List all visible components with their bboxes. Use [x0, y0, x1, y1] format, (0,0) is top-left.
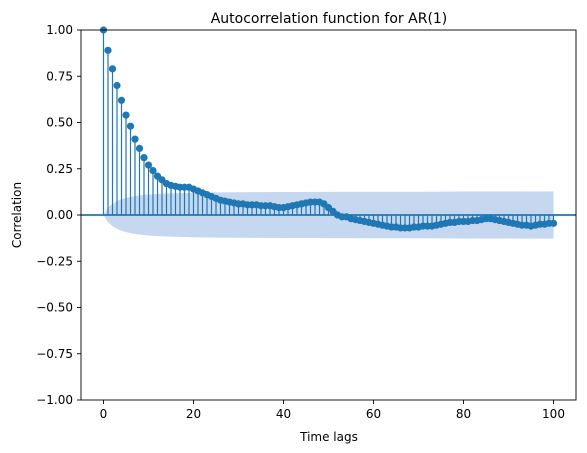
acf-point: [109, 65, 116, 72]
y-tick-label: 0.50: [46, 116, 73, 130]
x-tick-label: 100: [542, 407, 565, 421]
acf-point: [127, 123, 134, 130]
plot-area: 0 20 40 60 80 100 −1.00 −0.75 −0.50 −0.25 0.00 0.25…: [36, 23, 576, 421]
x-tick-label: 80: [456, 407, 471, 421]
acf-point: [131, 136, 138, 143]
y-tick-label: 0.25: [46, 162, 73, 176]
acf-point: [140, 154, 147, 161]
y-tick-label: −0.75: [36, 347, 73, 361]
y-axis-label: Correlation: [10, 182, 24, 248]
y-tick-label: −0.25: [36, 254, 73, 268]
y-tick-label: −0.50: [36, 301, 73, 315]
y-tick-label: 0.75: [46, 69, 73, 83]
y-tick-label: −1.00: [36, 393, 73, 407]
acf-point: [136, 145, 143, 152]
acf-point: [145, 161, 152, 168]
acf-point: [550, 220, 557, 227]
x-tick-label: 0: [100, 407, 108, 421]
acf-point: [149, 167, 156, 174]
y-tick-label: 1.00: [46, 23, 73, 37]
x-tick-label: 20: [186, 407, 201, 421]
acf-point: [118, 97, 125, 104]
x-tick-label: 40: [276, 407, 291, 421]
acf-point: [104, 47, 111, 54]
x-axis-label: Time lags: [299, 430, 358, 444]
chart-title: Autocorrelation function for AR(1): [211, 11, 448, 27]
y-tick-label: 0.00: [46, 208, 73, 222]
acf-point: [122, 112, 129, 119]
x-tick-label: 60: [366, 407, 381, 421]
acf-point: [113, 82, 120, 89]
